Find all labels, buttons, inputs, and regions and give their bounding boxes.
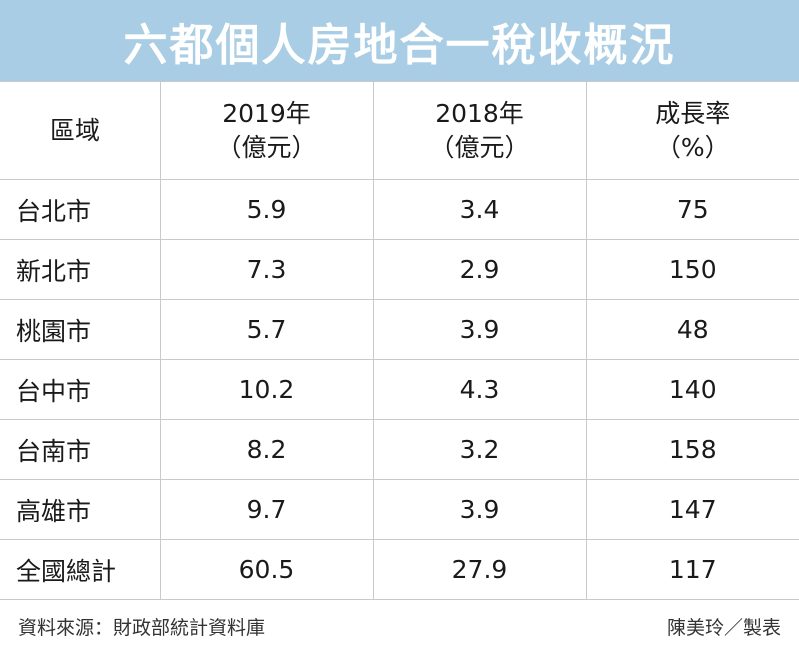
column-header-label: 成長率 — [655, 98, 731, 128]
data-table: 區域 2019年 （億元） 2018年 （億元） 成長率 （%） 台北市 5.9… — [0, 81, 799, 600]
column-header-2018: 2018年 （億元） — [372, 81, 587, 180]
region-cell: 全國總計 — [0, 539, 161, 600]
table-row: 桃園市 5.7 3.9 48 — [0, 299, 799, 360]
table-row: 台北市 5.9 3.4 75 — [0, 179, 799, 240]
table-row: 新北市 7.3 2.9 150 — [0, 239, 799, 300]
value-2018-cell: 3.9 — [372, 299, 587, 360]
value-2019-cell: 7.3 — [159, 239, 374, 300]
value-2019-cell: 5.7 — [159, 299, 374, 360]
growth-cell: 117 — [585, 539, 799, 600]
value-2018-cell: 3.4 — [372, 179, 587, 240]
table-row: 台南市 8.2 3.2 158 — [0, 419, 799, 480]
title-bar: 六都個人房地合一稅收概況 — [0, 0, 799, 81]
region-cell: 台中市 — [0, 359, 161, 420]
column-header-2019: 2019年 （億元） — [159, 81, 374, 180]
column-header-label: 2018年 — [435, 98, 524, 128]
value-2018-cell: 3.2 — [372, 419, 587, 480]
column-header-growth: 成長率 （%） — [585, 81, 799, 180]
growth-cell: 75 — [585, 179, 799, 240]
column-header-label: 2019年 — [222, 98, 311, 128]
region-cell: 高雄市 — [0, 479, 161, 540]
growth-cell: 48 — [585, 299, 799, 360]
column-header-unit: （億元） — [429, 132, 530, 162]
value-2019-cell: 9.7 — [159, 479, 374, 540]
growth-cell: 150 — [585, 239, 799, 300]
table-row: 台中市 10.2 4.3 140 — [0, 359, 799, 420]
header-row: 區域 2019年 （億元） 2018年 （億元） 成長率 （%） — [0, 81, 799, 180]
credit-note: 陳美玲／製表 — [666, 616, 781, 639]
value-2018-cell: 3.9 — [372, 479, 587, 540]
column-header-unit: （億元） — [216, 132, 317, 162]
source-note: 資料來源：財政部統計資料庫 — [18, 616, 266, 639]
region-cell: 桃園市 — [0, 299, 161, 360]
value-2019-cell: 8.2 — [159, 419, 374, 480]
column-header-region: 區域 — [0, 81, 161, 180]
growth-cell: 147 — [585, 479, 799, 540]
footer: 資料來源：財政部統計資料庫 陳美玲／製表 — [0, 600, 799, 652]
chart-title: 六都個人房地合一稅收概況 — [123, 19, 676, 71]
growth-cell: 140 — [585, 359, 799, 420]
value-2018-cell: 4.3 — [372, 359, 587, 420]
region-cell: 台北市 — [0, 179, 161, 240]
growth-cell: 158 — [585, 419, 799, 480]
region-cell: 新北市 — [0, 239, 161, 300]
value-2018-cell: 27.9 — [372, 539, 587, 600]
region-cell: 台南市 — [0, 419, 161, 480]
column-header-label: 區域 — [50, 115, 101, 145]
value-2019-cell: 60.5 — [159, 539, 374, 600]
table-row: 高雄市 9.7 3.9 147 — [0, 479, 799, 540]
table-row-total: 全國總計 60.5 27.9 117 — [0, 539, 799, 600]
value-2019-cell: 5.9 — [159, 179, 374, 240]
value-2018-cell: 2.9 — [372, 239, 587, 300]
column-header-unit: （%） — [655, 132, 730, 162]
value-2019-cell: 10.2 — [159, 359, 374, 420]
